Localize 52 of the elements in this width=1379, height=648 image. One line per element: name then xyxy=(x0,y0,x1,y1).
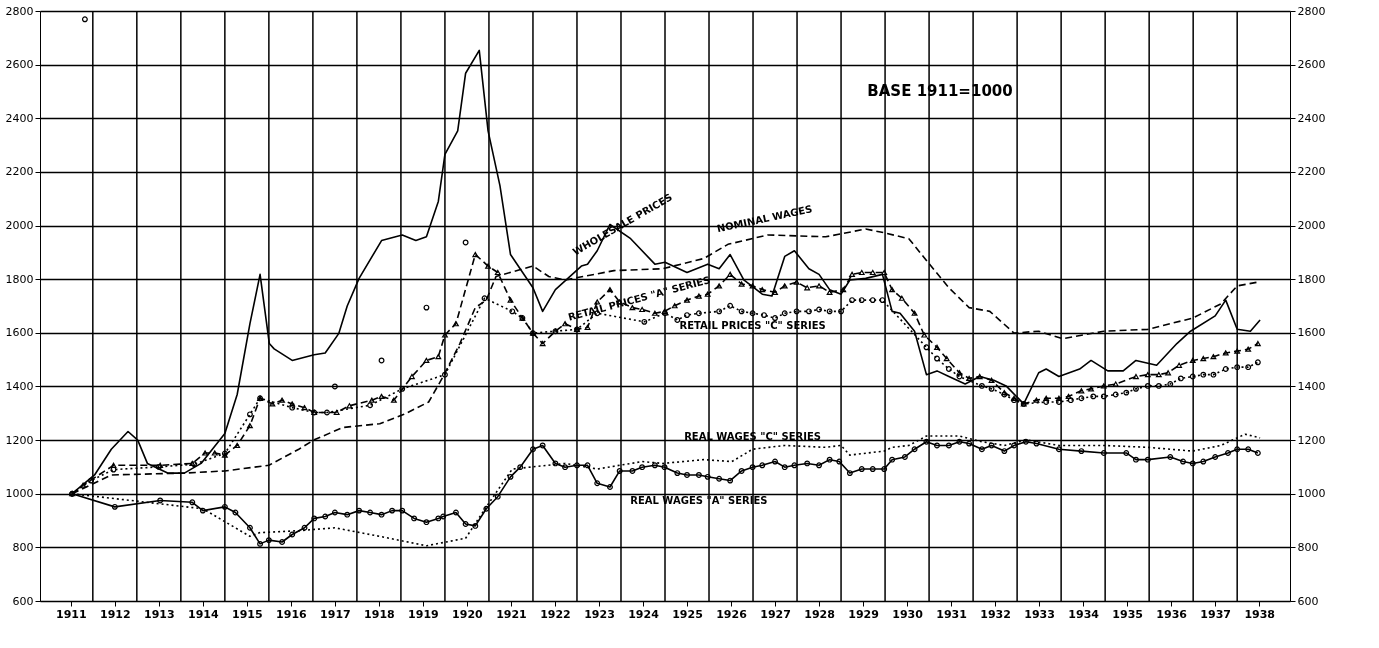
y2-tick-label: 2200 xyxy=(1297,165,1326,179)
x-tick-label: 1926 xyxy=(716,607,748,621)
y2-tick-label: 1000 xyxy=(1297,487,1326,501)
x-tick-label: 1938 xyxy=(1244,607,1275,621)
y2-tick-label: 600 xyxy=(1297,594,1319,608)
y-tick-label: 1800 xyxy=(5,272,34,286)
y-tick-label: 1000 xyxy=(5,487,34,501)
x-tick-label: 1919 xyxy=(408,607,439,621)
y-tick-label: 1200 xyxy=(5,433,34,447)
x-tick-label: 1911 xyxy=(56,607,87,621)
x-tick-label: 1934 xyxy=(1068,607,1100,621)
y-tick-label: 2600 xyxy=(5,58,34,72)
x-tick-label: 1927 xyxy=(760,607,791,621)
x-tick-label: 1937 xyxy=(1200,607,1231,621)
x-tick-label: 1923 xyxy=(584,607,615,621)
y-tick-label: 2800 xyxy=(5,4,34,18)
y2-tick-label: 1400 xyxy=(1297,379,1326,393)
y2-tick-label: 2400 xyxy=(1297,111,1326,125)
x-tick-label: 1914 xyxy=(188,607,219,621)
x-tick-label: 1932 xyxy=(980,607,1011,621)
y2-tick-label: 2800 xyxy=(1297,4,1326,18)
y-tick-label: 2000 xyxy=(5,219,34,233)
y2-tick-label: 1200 xyxy=(1297,433,1326,447)
x-tick-label: 1912 xyxy=(100,607,131,621)
x-tick-label: 1922 xyxy=(540,607,571,621)
x-tick-label: 1931 xyxy=(936,607,967,621)
x-tick-label: 1933 xyxy=(1024,607,1055,621)
x-tick-label: 1928 xyxy=(804,607,835,621)
y2-tick-label: 2600 xyxy=(1297,58,1326,72)
y-tick-label: 800 xyxy=(12,540,34,554)
x-tick-label: 1935 xyxy=(1112,607,1143,621)
x-tick-label: 1925 xyxy=(672,607,703,621)
x-tick-label: 1915 xyxy=(232,607,263,621)
x-tick-label: 1929 xyxy=(848,607,879,621)
x-tick-label: 1916 xyxy=(276,607,308,621)
y-tick-label: 1600 xyxy=(5,326,34,340)
x-tick-label: 1913 xyxy=(144,607,175,621)
y2-tick-label: 800 xyxy=(1297,540,1319,554)
y-tick-label: 600 xyxy=(12,594,34,608)
y-tick-label: 2200 xyxy=(5,165,34,179)
y-tick-label: 1400 xyxy=(5,379,34,393)
x-tick-label: 1930 xyxy=(892,607,924,621)
y2-tick-label: 1600 xyxy=(1297,326,1326,340)
y2-tick-label: 1800 xyxy=(1297,272,1326,286)
x-tick-label: 1936 xyxy=(1156,607,1188,621)
y2-tick-label: 2000 xyxy=(1297,219,1326,233)
x-tick-label: 1921 xyxy=(496,607,527,621)
x-tick-label: 1917 xyxy=(320,607,351,621)
x-tick-label: 1920 xyxy=(452,607,484,621)
x-tick-label: 1918 xyxy=(364,607,395,621)
x-tick-label: 1924 xyxy=(628,607,660,621)
y-tick-label: 2400 xyxy=(5,111,34,125)
